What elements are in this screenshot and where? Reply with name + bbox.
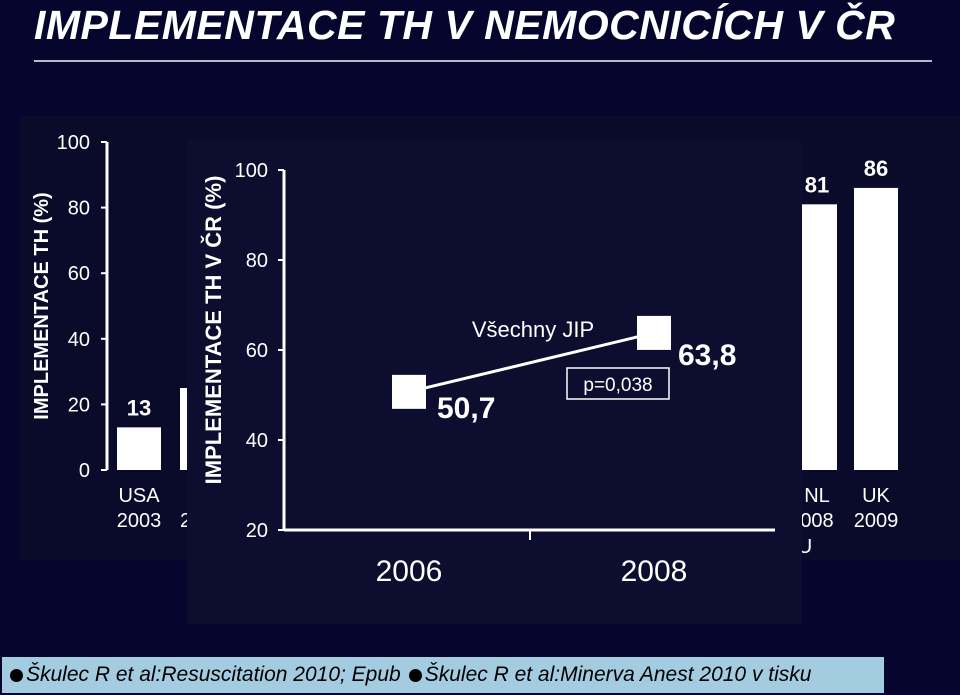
y-axis-label: IMPLEMENTACE TH (%) bbox=[31, 192, 53, 419]
series-line bbox=[408, 331, 655, 394]
x-year-label: 2 bbox=[180, 510, 191, 532]
y-tick-label: 20 bbox=[68, 394, 90, 416]
bar-value-label: 13 bbox=[127, 395, 151, 420]
y-tick-label: 0 bbox=[79, 460, 90, 482]
y-tick-label: 40 bbox=[246, 430, 268, 452]
data-point-marker bbox=[392, 374, 426, 409]
bar-value-label: 81 bbox=[805, 172, 829, 197]
y-axis-label: IMPLEMENTACE TH V ČR (%) bbox=[201, 176, 226, 485]
x-category-label: UK bbox=[862, 485, 890, 507]
title-divider bbox=[34, 60, 932, 62]
x-year-label: 008 bbox=[800, 510, 833, 532]
slide-title: IMPLEMENTACE TH V NEMOCNICÍCH V ČR bbox=[34, 2, 896, 48]
y-tick-label: 40 bbox=[68, 329, 90, 351]
bar bbox=[854, 187, 898, 471]
citation-2: Škulec R et al:Minerva Anest 2010 v tisk… bbox=[424, 663, 812, 686]
bar bbox=[117, 427, 161, 470]
cz-chart-panel bbox=[187, 140, 802, 624]
data-value-label: 63,8 bbox=[678, 339, 736, 372]
y-tick-label: 60 bbox=[68, 263, 90, 285]
bullet-icon bbox=[408, 668, 422, 682]
x-category-label: USA bbox=[118, 485, 160, 507]
bar bbox=[797, 204, 837, 470]
y-tick-label: 80 bbox=[246, 250, 268, 272]
y-tick-label: 80 bbox=[68, 198, 90, 220]
bullet-icon bbox=[10, 668, 23, 682]
citation-bar: Škulec R et al:Resuscitation 2010; Epub … bbox=[2, 657, 884, 693]
y-tick-label: 20 bbox=[246, 520, 268, 542]
p-value-label: p=0,038 bbox=[583, 375, 652, 396]
x-year-label: 2003 bbox=[117, 510, 162, 532]
data-value-label: 50,7 bbox=[437, 392, 495, 425]
series-name-label: Všechny JIP bbox=[472, 317, 594, 342]
x-category-label: NL bbox=[804, 485, 830, 507]
bar-value-label: 86 bbox=[864, 156, 888, 181]
y-tick-label: 60 bbox=[246, 340, 268, 362]
x-tick-label: 2008 bbox=[621, 555, 688, 588]
data-point-marker bbox=[637, 315, 671, 350]
x-tick-label: 2006 bbox=[376, 555, 443, 588]
y-tick-label: 100 bbox=[57, 132, 90, 154]
x-year-label: 2009 bbox=[854, 510, 899, 532]
citation-1: Škulec R et al:Resuscitation 2010; Epub bbox=[26, 663, 401, 686]
p-value-box bbox=[566, 367, 670, 400]
y-tick-label: 100 bbox=[235, 160, 268, 182]
